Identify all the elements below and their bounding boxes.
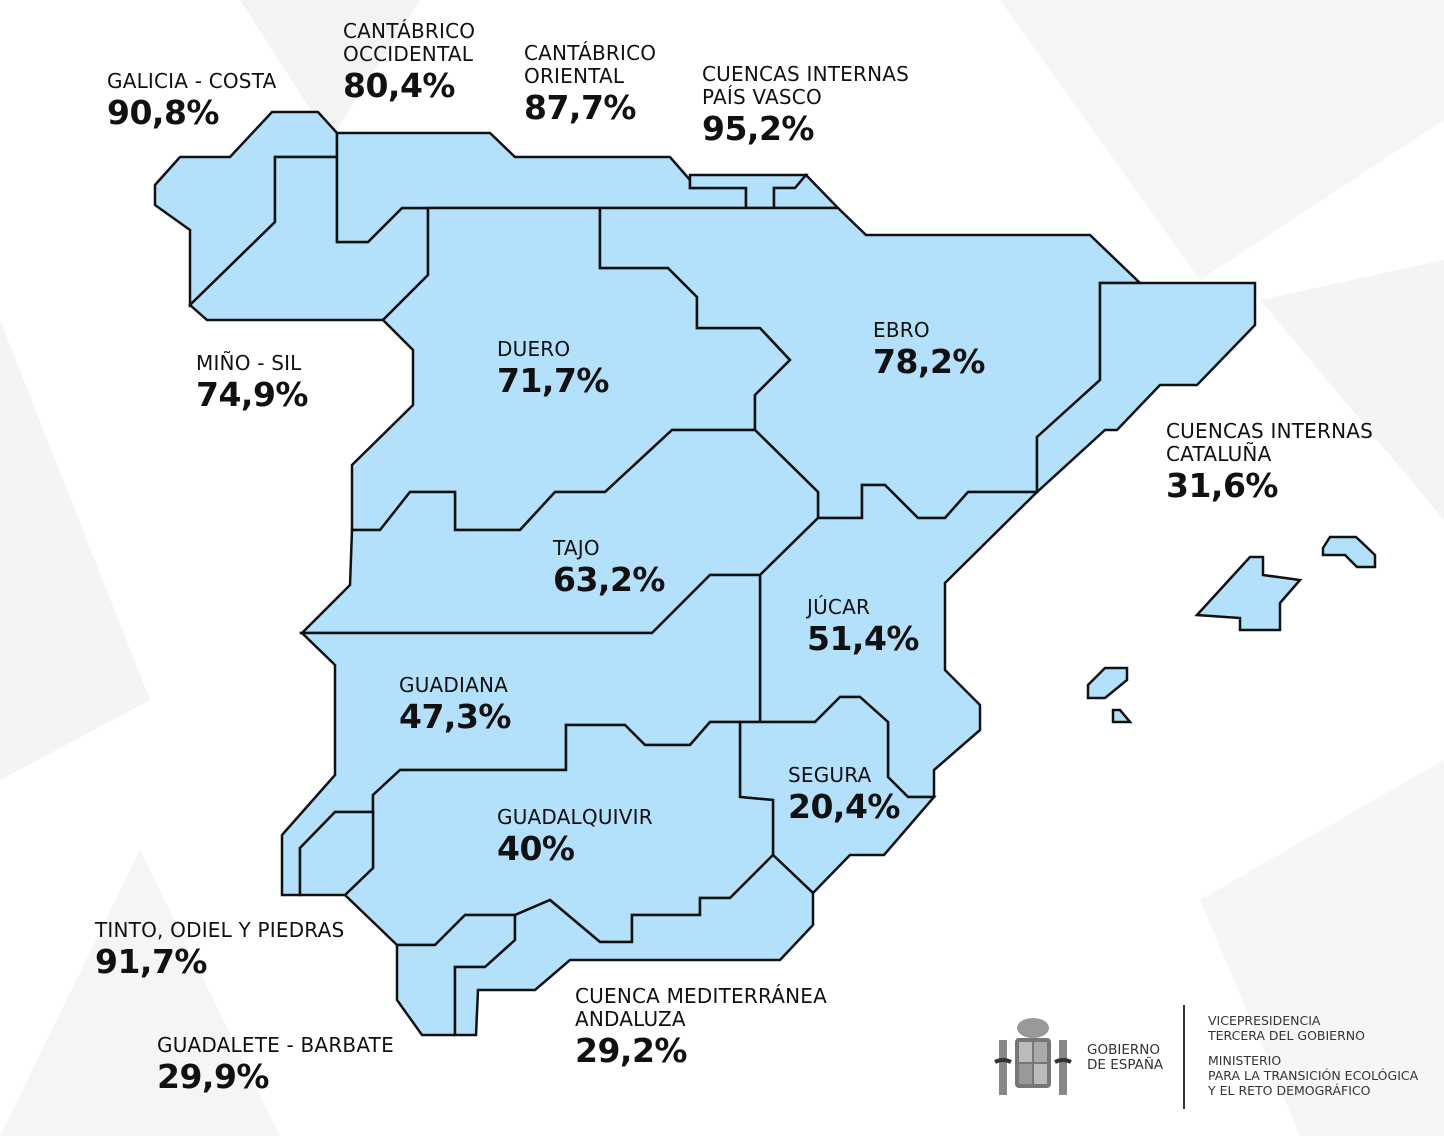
gobierno-text: GOBIERNO DE ESPAÑA: [1087, 1042, 1164, 1073]
label-mediterranea-andaluza: CUENCA MEDITERRÁNEA ANDALUZA 29,2%: [575, 984, 827, 1070]
basin-name: CUENCAS INTERNAS: [1166, 419, 1374, 443]
basin-value: 71,7%: [497, 361, 610, 400]
basin-name: DUERO: [497, 337, 571, 361]
basin-name: ORIENTAL: [524, 64, 625, 88]
basin-name: CATALUÑA: [1166, 442, 1272, 466]
island-mallorca: [1194, 555, 1303, 632]
basin-value: 90,8%: [107, 93, 220, 132]
label-tajo: TAJO 63,2%: [553, 536, 666, 599]
basin-pais-vasco[interactable]: [772, 173, 841, 210]
label-cataluna: CUENCAS INTERNAS CATALUÑA 31,6%: [1166, 419, 1374, 505]
basin-name: CANTÁBRICO: [524, 41, 657, 65]
basin-name: GUADALQUIVIR: [497, 805, 653, 829]
basin-value: 20,4%: [788, 787, 901, 826]
label-cantabrico-occidental: CANTÁBRICO OCCIDENTAL 80,4%: [343, 19, 476, 105]
basin-value: 91,7%: [95, 942, 208, 981]
basin-value: 29,9%: [157, 1057, 269, 1096]
basin-name: EBRO: [873, 318, 930, 342]
basin-name: ANDALUZA: [575, 1007, 686, 1031]
basin-name: PAÍS VASCO: [702, 85, 822, 109]
government-logo: GOBIERNO DE ESPAÑA VICEPRESIDENCIA TERCERA…: [990, 1005, 1440, 1115]
island-formentera: [1111, 708, 1133, 724]
basin-mediterranea-andaluza[interactable]: [453, 853, 815, 1037]
basin-name: SEGURA: [788, 763, 872, 787]
basin-name: CUENCAS INTERNAS: [702, 62, 910, 86]
basin-value: 78,2%: [873, 342, 986, 381]
basin-value: 74,9%: [196, 375, 309, 414]
basin-name: GUADALETE - BARBATE: [157, 1033, 394, 1057]
basin-name: OCCIDENTAL: [343, 42, 474, 66]
basin-name: JÚCAR: [807, 595, 871, 619]
basin-value: 47,3%: [399, 697, 512, 736]
basin-value: 29,2%: [575, 1031, 688, 1070]
label-ebro: EBRO 78,2%: [873, 318, 986, 381]
label-guadalete-barbate: GUADALETE - BARBATE 29,9%: [157, 1033, 394, 1096]
ministry-text: VICEPRESIDENCIA TERCERA DEL GOBIERNO MINI…: [1208, 1013, 1419, 1098]
basin-tinto-odiel-piedras[interactable]: [298, 810, 375, 897]
label-guadiana: GUADIANA 47,3%: [399, 673, 512, 736]
label-guadalquivir: GUADALQUIVIR 40%: [497, 805, 653, 868]
label-tinto-odiel-piedras: TINTO, ODIEL Y PIEDRAS 91,7%: [95, 918, 345, 981]
basin-value: 87,7%: [524, 88, 637, 127]
logo-divider: [1183, 1005, 1185, 1109]
basin-name: TAJO: [553, 536, 600, 560]
label-jucar: JÚCAR 51,4%: [807, 595, 920, 658]
basin-cataluna[interactable]: [1035, 281, 1257, 495]
basin-name: MIÑO - SIL: [196, 351, 302, 375]
basin-value: 63,2%: [553, 560, 666, 599]
basin-value: 80,4%: [343, 66, 456, 105]
label-galicia-costa: GALICIA - COSTA 90,8%: [107, 69, 277, 132]
label-pais-vasco: CUENCAS INTERNAS PAÍS VASCO 95,2%: [702, 62, 910, 148]
label-cantabrico-oriental: CANTÁBRICO ORIENTAL 87,7%: [524, 41, 657, 127]
basin-name: GUADIANA: [399, 673, 509, 697]
coat-of-arms-icon: [994, 1018, 1072, 1095]
basin-value: 31,6%: [1166, 466, 1279, 505]
island-ibiza: [1086, 666, 1129, 700]
basin-value: 95,2%: [702, 109, 815, 148]
label-duero: DUERO 71,7%: [497, 337, 610, 400]
basin-name: CANTÁBRICO: [343, 19, 476, 43]
basin-value: 51,4%: [807, 619, 920, 658]
label-segura: SEGURA 20,4%: [788, 763, 901, 826]
basin-name: GALICIA - COSTA: [107, 69, 277, 93]
basin-name: TINTO, ODIEL Y PIEDRAS: [95, 918, 345, 942]
island-menorca: [1321, 535, 1377, 569]
label-mino-sil: MIÑO - SIL 74,9%: [196, 351, 309, 414]
basin-name: CUENCA MEDITERRÁNEA: [575, 984, 827, 1008]
basin-value: 40%: [497, 829, 575, 868]
